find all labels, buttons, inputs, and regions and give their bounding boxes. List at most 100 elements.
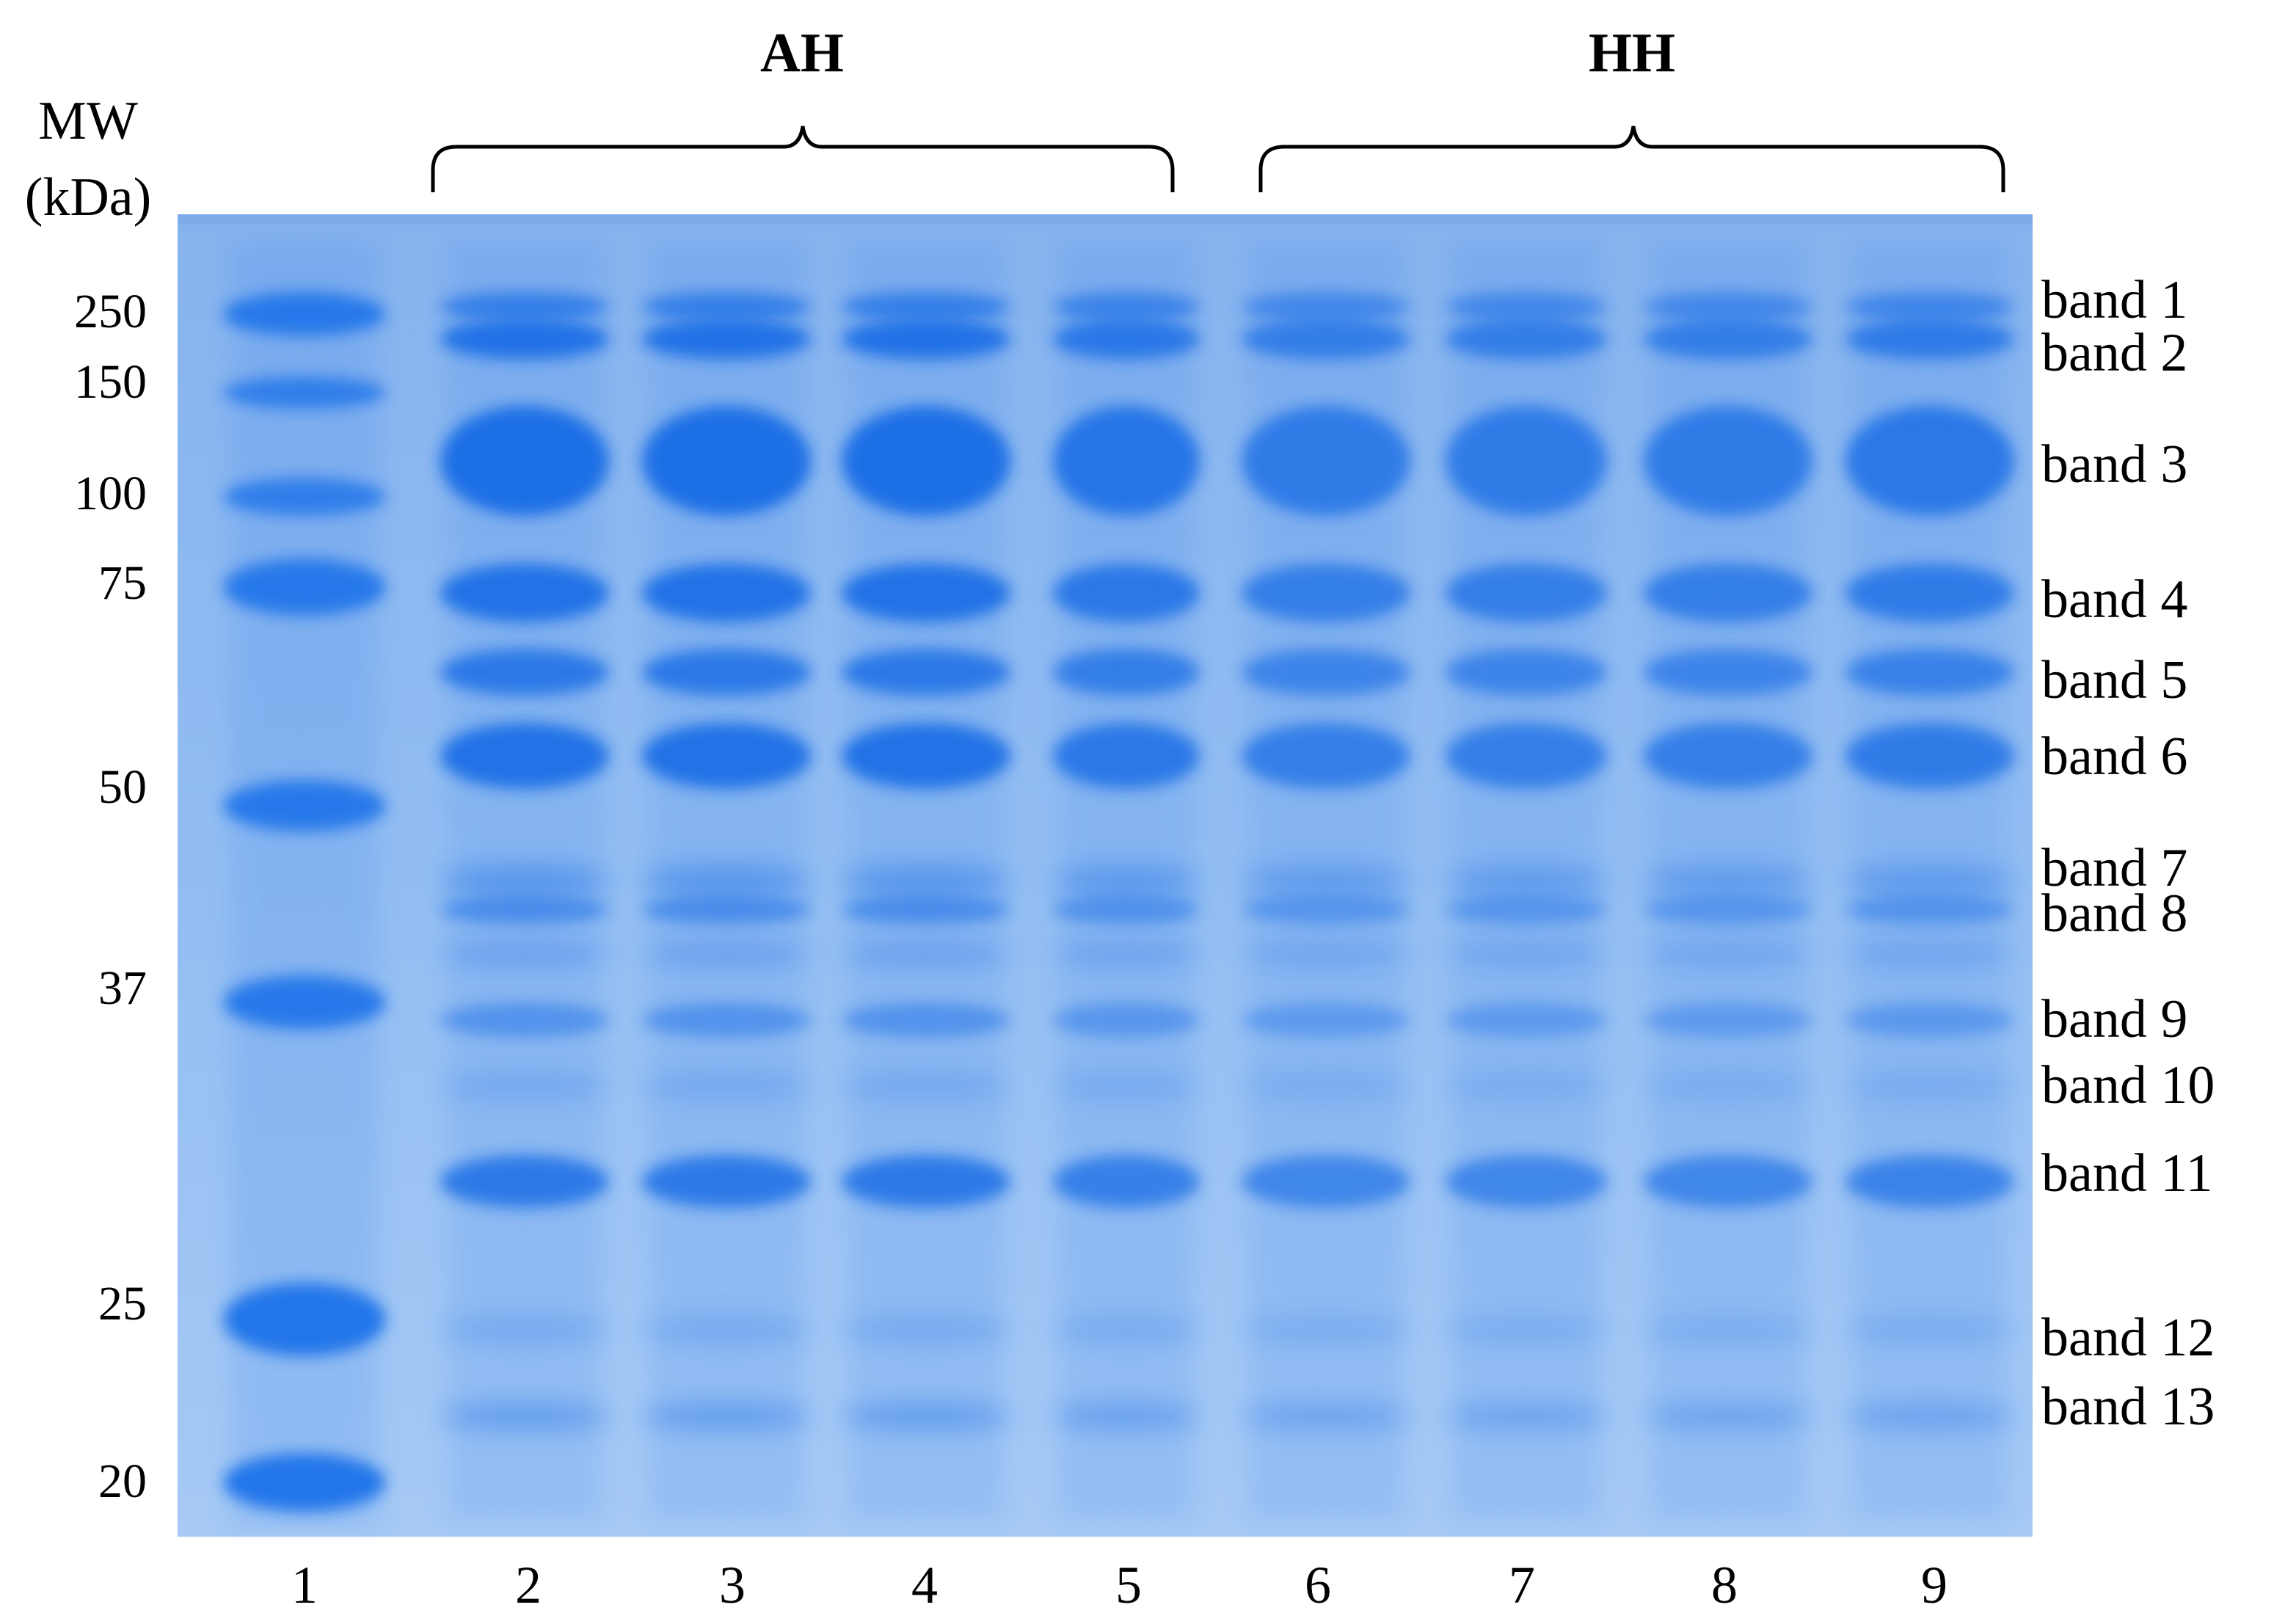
band-label-6: band 6 — [2041, 727, 2188, 787]
sample-band — [1446, 723, 1607, 789]
band-label-13: band 13 — [2041, 1377, 2215, 1437]
sample-band — [1845, 1403, 2014, 1430]
mw-header-line2: (kDa) — [24, 167, 152, 227]
mw-marker-100: 100 — [74, 467, 147, 520]
sample-band — [440, 318, 609, 360]
sample-band — [1446, 1403, 1607, 1430]
sample-band — [1446, 649, 1607, 696]
sample-band — [1644, 292, 1812, 321]
sample-band — [1644, 866, 1812, 895]
band-label-1: band 1 — [2041, 270, 2188, 330]
sample-band — [642, 1003, 811, 1037]
sample-band — [1446, 564, 1607, 622]
lane-number-3: 3 — [719, 1556, 746, 1614]
sample-band — [1845, 1003, 2014, 1037]
sample-band — [842, 1003, 1010, 1037]
sample-band — [1053, 866, 1200, 895]
sample-band — [1242, 1074, 1410, 1099]
sample-band — [1053, 1403, 1200, 1430]
bracket-hh — [1258, 125, 2005, 192]
sample-band — [842, 723, 1010, 789]
sample-band — [1242, 1003, 1410, 1037]
sample-band — [842, 866, 1010, 895]
lane-number-8: 8 — [1711, 1556, 1738, 1614]
sample-band — [642, 866, 811, 895]
sample-band — [440, 866, 609, 895]
sample-band — [1053, 1315, 1200, 1344]
sample-band — [842, 649, 1010, 696]
sample-band — [1644, 723, 1812, 789]
sample-band — [1053, 318, 1200, 360]
sample-band — [440, 292, 609, 321]
sample-band — [1644, 564, 1812, 622]
band-label-9: band 9 — [2041, 989, 2188, 1049]
sample-band — [1845, 866, 2014, 895]
sample-band — [642, 649, 811, 696]
sample-band — [1845, 944, 2014, 964]
mw-marker-250: 250 — [74, 285, 147, 338]
band-label-10: band 10 — [2041, 1055, 2215, 1115]
sample-band — [1053, 723, 1200, 789]
sample-band — [1446, 1315, 1607, 1344]
band-label-12: band 12 — [2041, 1308, 2215, 1368]
sample-band — [440, 406, 609, 516]
group-label-hh: HH — [1588, 22, 1676, 84]
sample-band — [1644, 1403, 1812, 1430]
sample-band — [1446, 318, 1607, 360]
sample-band — [642, 723, 811, 789]
sample-band — [1845, 1315, 2014, 1344]
sample-band — [1242, 318, 1410, 360]
band-label-2: band 2 — [2041, 323, 2188, 383]
sample-band — [1053, 944, 1200, 964]
sample-band — [1845, 649, 2014, 696]
sample-band — [1644, 1003, 1812, 1037]
band-label-11: band 11 — [2041, 1143, 2213, 1204]
band-label-4: band 4 — [2041, 569, 2188, 630]
sample-band — [642, 895, 811, 925]
group-label-ah: AH — [760, 22, 844, 84]
sample-band — [1053, 564, 1200, 622]
sample-band — [440, 1315, 609, 1344]
mw-marker-50: 50 — [98, 760, 147, 814]
sample-band — [1053, 1074, 1200, 1099]
lane-number-7: 7 — [1509, 1556, 1535, 1614]
sample-band — [842, 895, 1010, 925]
sample-band — [642, 1155, 811, 1208]
lane-number-5: 5 — [1115, 1556, 1142, 1614]
mw-marker-150: 150 — [74, 355, 147, 409]
sample-band — [1242, 1403, 1410, 1430]
lane-number-1: 1 — [291, 1556, 318, 1614]
sample-band — [440, 723, 609, 789]
sample-band — [1242, 1315, 1410, 1344]
sample-band — [1242, 895, 1410, 925]
sample-band — [440, 649, 609, 696]
sample-band — [1053, 292, 1200, 321]
mw-marker-25: 25 — [98, 1277, 147, 1330]
sample-band — [1845, 723, 2014, 789]
sample-band — [440, 1403, 609, 1430]
sample-band — [1242, 292, 1410, 321]
mw-marker-75: 75 — [98, 556, 147, 610]
sample-band — [1242, 649, 1410, 696]
sample-band — [1446, 406, 1607, 516]
lane-number-4: 4 — [911, 1556, 938, 1614]
sample-band — [440, 1074, 609, 1099]
sample-band — [1845, 895, 2014, 925]
sample-band — [642, 1074, 811, 1099]
sample-band — [1053, 649, 1200, 696]
sample-band — [440, 895, 609, 925]
sample-band — [642, 292, 811, 321]
sample-band — [1446, 1003, 1607, 1037]
sample-band — [440, 1155, 609, 1208]
sample-band — [642, 564, 811, 622]
sample-band — [1845, 292, 2014, 321]
sample-band — [440, 1003, 609, 1037]
mw-marker-20: 20 — [98, 1454, 147, 1508]
sample-band — [1242, 564, 1410, 622]
sample-band — [1644, 406, 1812, 516]
sample-band — [1446, 1074, 1607, 1099]
sample-band — [1845, 1155, 2014, 1208]
sample-band — [1644, 944, 1812, 964]
